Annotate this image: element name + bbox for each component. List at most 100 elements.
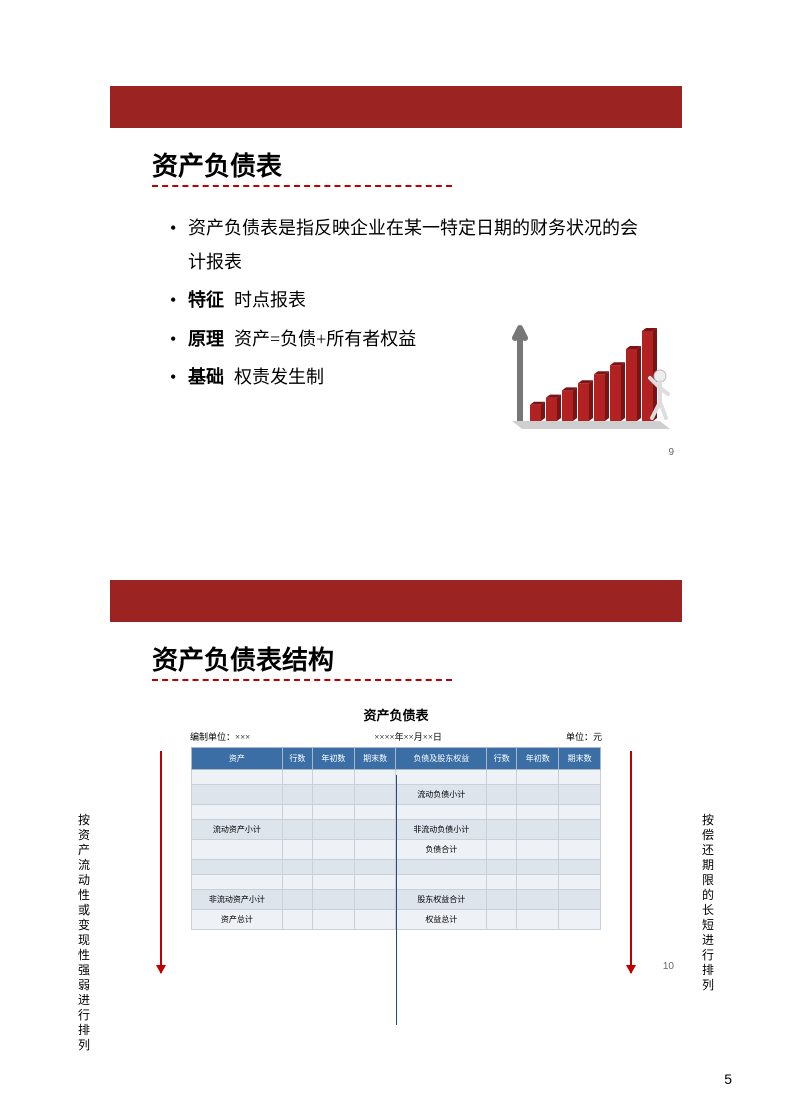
table-cell <box>354 860 396 875</box>
slide-title-block: 资产负债表 <box>110 146 682 187</box>
table-cell: 资产总计 <box>192 910 283 930</box>
table-header-cell: 期末数 <box>559 748 601 770</box>
table-cell <box>559 860 601 875</box>
table-cell <box>354 890 396 910</box>
table-cell <box>282 805 312 820</box>
table-cell <box>487 910 517 930</box>
table-cell <box>517 890 559 910</box>
table-cell <box>192 785 283 805</box>
slide-1: 资产负债表 资产负债表是指反映企业在某一特定日期的财务状况的会计报表特征时点报表… <box>110 86 682 466</box>
table-cell <box>517 875 559 890</box>
table-cell <box>354 805 396 820</box>
table-cell <box>354 840 396 860</box>
table-cell <box>354 770 396 785</box>
table-cell <box>282 840 312 860</box>
table-cell <box>282 785 312 805</box>
table-cell <box>487 770 517 785</box>
table-cell: 流动资产小计 <box>192 820 283 840</box>
table-cell <box>192 805 283 820</box>
slide-header-bar <box>110 86 682 128</box>
table-cell <box>559 805 601 820</box>
table-cell <box>517 785 559 805</box>
slide-2: 资产负债表结构 按资产流动性或变现性强弱进行排列 按偿还期限的长短进行排列 资产… <box>110 580 682 980</box>
table-header-cell: 期末数 <box>354 748 396 770</box>
table-meta-row: 编制单位：××× ××××年××月××日 单位：元 <box>130 730 662 747</box>
table-cell <box>282 820 312 840</box>
table-cell <box>559 875 601 890</box>
slide-title-block: 资产负债表结构 <box>110 640 682 681</box>
table-cell <box>517 910 559 930</box>
table-cell <box>487 785 517 805</box>
table-cell <box>312 785 354 805</box>
slide-title: 资产负债表结构 <box>152 640 682 677</box>
title-underline <box>152 679 452 681</box>
table-cell <box>312 770 354 785</box>
page-number: 5 <box>724 1071 732 1087</box>
table-cell <box>192 770 283 785</box>
meta-unit-left: 编制单位：××× <box>190 730 250 743</box>
bullet-item: 资产负债表是指反映企业在某一特定日期的财务状况的会计报表 <box>188 211 642 279</box>
table-header-cell: 资产 <box>192 748 283 770</box>
table-cell <box>487 890 517 910</box>
balance-sheet-layout: 按资产流动性或变现性强弱进行排列 按偿还期限的长短进行排列 资产负债表 编制单位… <box>110 705 682 930</box>
table-cell <box>354 875 396 890</box>
table-cell: 权益总计 <box>396 910 487 930</box>
left-side-note: 按资产流动性或变现性强弱进行排列 <box>76 813 92 1053</box>
table-cell <box>312 910 354 930</box>
table-cell <box>282 910 312 930</box>
table-cell <box>312 860 354 875</box>
table-header-cell: 行数 <box>282 748 312 770</box>
bullet-label: 基础 <box>188 367 224 387</box>
table-cell <box>396 770 487 785</box>
table-cell <box>517 820 559 840</box>
table-cell <box>396 875 487 890</box>
table-cell <box>559 910 601 930</box>
bullet-text: 权责发生制 <box>234 367 324 387</box>
table-cell <box>559 890 601 910</box>
right-side-note: 按偿还期限的长短进行排列 <box>700 813 716 993</box>
slide-header-bar <box>110 580 682 622</box>
center-divider-line <box>396 775 397 1025</box>
table-cell <box>192 860 283 875</box>
title-underline <box>152 185 452 187</box>
table-cell <box>282 890 312 910</box>
table-cell <box>282 860 312 875</box>
slide-number: 9 <box>668 447 674 458</box>
slide-title: 资产负债表 <box>152 146 682 183</box>
table-cell <box>559 785 601 805</box>
table-cell <box>559 840 601 860</box>
table-cell <box>312 805 354 820</box>
table-cell: 非流动资产小计 <box>192 890 283 910</box>
bullet-label: 原理 <box>188 329 224 349</box>
meta-date: ××××年××月××日 <box>374 730 442 743</box>
table-cell <box>354 785 396 805</box>
table-cell <box>487 840 517 860</box>
bullet-text: 资产负债表是指反映企业在某一特定日期的财务状况的会计报表 <box>188 218 638 272</box>
table-cell <box>487 860 517 875</box>
table-cell <box>487 820 517 840</box>
table-cell <box>312 875 354 890</box>
table-header-cell: 行数 <box>487 748 517 770</box>
bullet-text: 时点报表 <box>234 290 306 310</box>
slide-number: 10 <box>663 961 674 972</box>
table-cell <box>354 820 396 840</box>
table-cell <box>559 770 601 785</box>
meta-unit-right: 单位：元 <box>566 730 602 743</box>
table-cell <box>354 910 396 930</box>
table-header-cell: 年初数 <box>312 748 354 770</box>
table-cell <box>192 840 283 860</box>
table-cell <box>517 805 559 820</box>
table-header-cell: 负债及股东权益 <box>396 748 487 770</box>
table-cell <box>396 805 487 820</box>
table-cell <box>559 820 601 840</box>
table-cell: 负债合计 <box>396 840 487 860</box>
table-cell <box>312 820 354 840</box>
table-cell <box>517 840 559 860</box>
table-cell <box>312 840 354 860</box>
table-cell: 股东权益合计 <box>396 890 487 910</box>
table-cell <box>192 875 283 890</box>
table-cell <box>517 860 559 875</box>
table-cell <box>517 770 559 785</box>
table-cell: 流动负债小计 <box>396 785 487 805</box>
table-cell <box>282 875 312 890</box>
